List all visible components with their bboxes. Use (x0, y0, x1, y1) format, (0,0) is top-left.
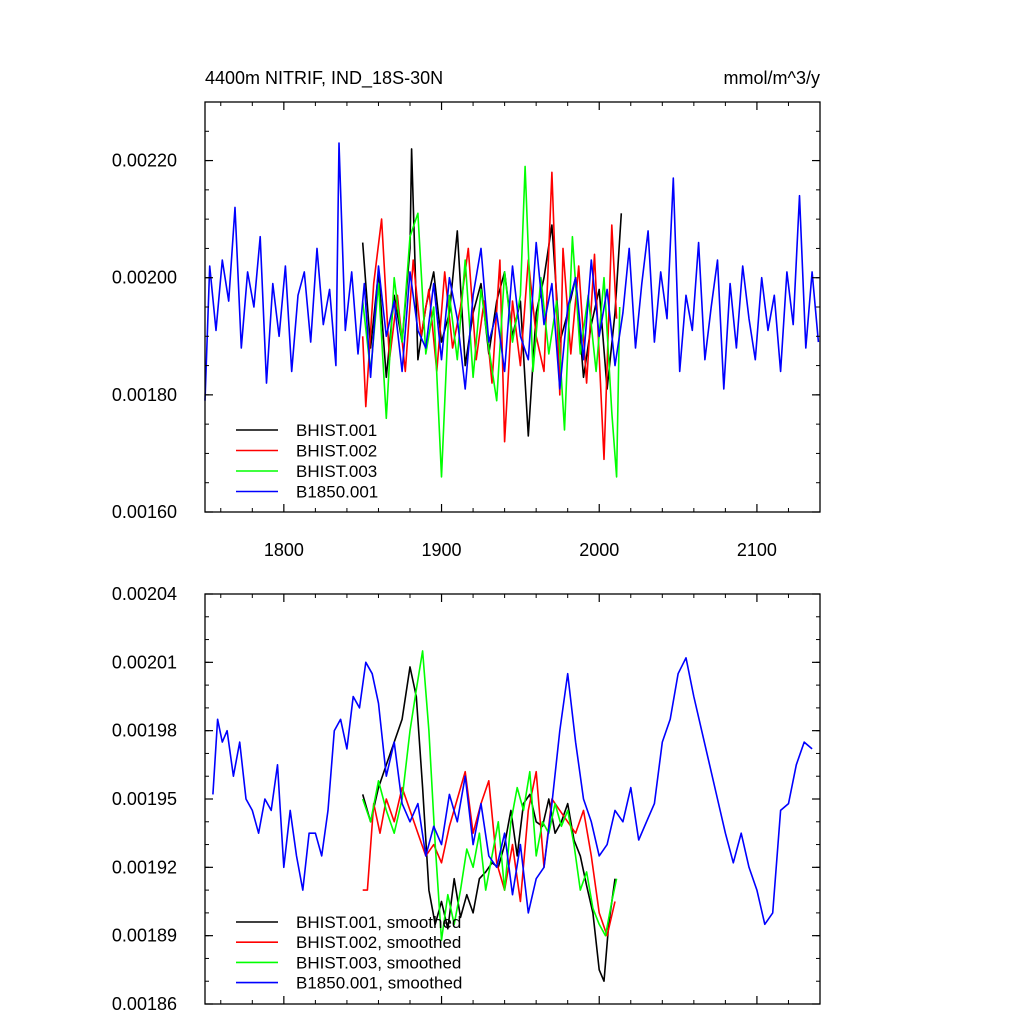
top-panel-frame (204, 101, 821, 513)
y-tick-label: 0.00195 (112, 789, 177, 809)
y-tick-label: 0.00198 (112, 721, 177, 741)
series-line-2 (361, 165, 621, 478)
top-panel-x-tick-labels: 1800 1900 2000 2100 (264, 540, 777, 560)
legend-label: BHIST.001, smoothed (296, 913, 461, 932)
top-panel-series (204, 142, 820, 478)
x-tick-label: 2100 (737, 540, 777, 560)
y-tick-label: 0.00220 (112, 151, 177, 171)
y-tick-label: 0.00189 (112, 926, 177, 946)
y-tick-label: 0.00186 (112, 994, 177, 1014)
legend-label: B1850.001, smoothed (296, 974, 462, 993)
x-tick-label: 2000 (579, 540, 619, 560)
legend-label: BHIST.003 (296, 462, 377, 481)
top-panel-units: mmol/m^3/y (724, 68, 820, 88)
top-panel: 4400m NITRIF, IND_18S-30N mmol/m^3/y 0.0… (112, 68, 821, 560)
legend-label: BHIST.003, smoothed (296, 953, 461, 972)
y-tick-label: 0.00201 (112, 652, 177, 672)
series-line-3 (204, 142, 820, 401)
x-tick-label: 1900 (422, 540, 462, 560)
y-tick-label: 0.00180 (112, 385, 177, 405)
legend-label: BHIST.002 (296, 442, 377, 461)
series-line-1 (361, 171, 618, 461)
y-tick-label: 0.00160 (112, 502, 177, 522)
legend-label: BHIST.002, smoothed (296, 933, 461, 952)
y-tick-label: 0.00200 (112, 268, 177, 288)
bottom-panel-series (212, 650, 813, 983)
bottom-panel-y-tick-labels: 0.00186 0.00189 0.00192 0.00195 0.00198 0.002… (112, 584, 177, 1014)
y-tick-label: 0.00204 (112, 584, 177, 604)
bottom-panel: 0.00186 0.00189 0.00192 0.00195 0.00198 0.002… (112, 584, 821, 1014)
x-tick-label: 1800 (264, 540, 304, 560)
top-panel-y-tick-labels: 0.00160 0.00180 0.00200 0.00220 (112, 151, 177, 522)
legend-label: B1850.001 (296, 483, 378, 502)
top-panel-title: 4400m NITRIF, IND_18S-30N (205, 68, 443, 89)
y-tick-label: 0.00192 (112, 857, 177, 877)
series-line-3 (212, 656, 813, 926)
series-line-2 (361, 650, 618, 942)
legend-label: BHIST.001 (296, 421, 377, 440)
bottom-panel-frame (204, 593, 821, 1005)
